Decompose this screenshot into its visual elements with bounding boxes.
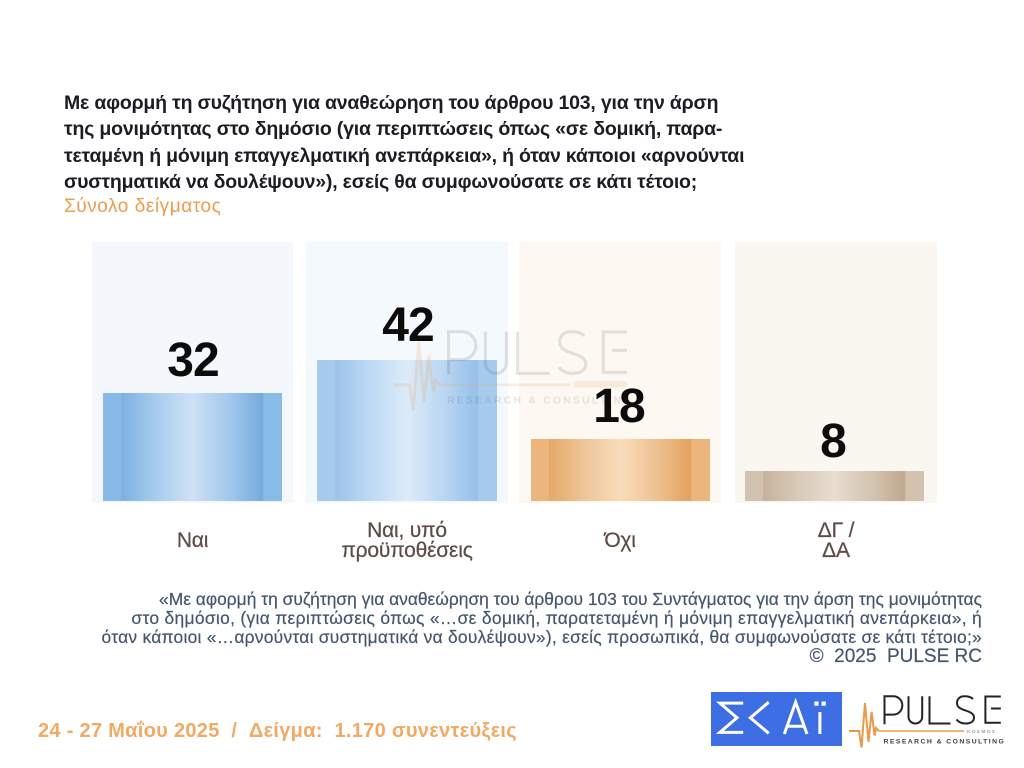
svg-text:RESEARCH & CONSULTING: RESEARCH & CONSULTING [447, 396, 633, 407]
svg-text:ΚΟΣΜΟΣ: ΚΟΣΜΟΣ [967, 729, 996, 735]
svg-text:RESEARCH & CONSULTING: RESEARCH & CONSULTING [884, 738, 1006, 745]
